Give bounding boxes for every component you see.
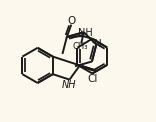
Text: CH₃: CH₃	[73, 42, 88, 51]
Text: O: O	[68, 16, 76, 26]
Text: NH: NH	[61, 80, 76, 90]
Text: N: N	[94, 39, 102, 49]
Text: Cl: Cl	[87, 74, 98, 84]
Text: NH: NH	[78, 28, 93, 38]
